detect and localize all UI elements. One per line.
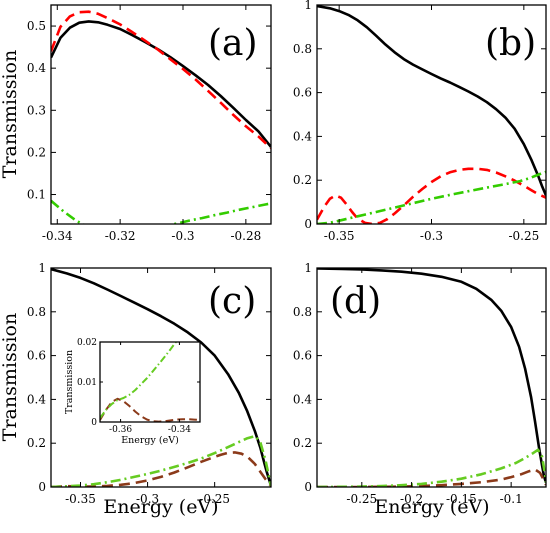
series-line-3 — [317, 448, 546, 487]
panel-label: (b) — [485, 23, 536, 64]
y-tick-label: 0.2 — [27, 145, 46, 159]
x-axis-label: Energy (eV) — [374, 496, 489, 518]
x-tick-label: -0.35 — [324, 229, 355, 243]
panel-a: -0.34 -0.32 -0.3 -0.28 0.1 0.2 0.3 0.4 0.5 (a) Tra… — [0, 4, 272, 243]
x-axis-label: Energy (eV) — [103, 496, 218, 518]
x-tick-label: -0.36 — [109, 425, 132, 435]
series-line-2 — [317, 167, 546, 224]
y-tick-label: 0.4 — [27, 61, 46, 75]
x-tick-label: -0.3 — [420, 229, 443, 243]
series-line-1 — [100, 397, 200, 422]
x-tick-label: -0.32 — [105, 229, 136, 243]
x-tick-label: -0.34 — [42, 229, 73, 243]
x-tick-label: -0.3 — [171, 229, 194, 243]
series-line-1 — [51, 20, 271, 148]
y-tick-label: 0.4 — [293, 129, 312, 143]
series-line-1 — [317, 5, 546, 197]
series-group — [51, 10, 271, 224]
plot-frame — [316, 267, 547, 488]
x-tick-label: -0.25 — [199, 492, 230, 506]
x-tick-label: -0.25 — [508, 229, 539, 243]
y-tick-label: 0.2 — [293, 173, 312, 187]
panel-label: (d) — [330, 281, 381, 322]
x-tick-label: -0.2 — [400, 492, 423, 506]
plot-frame — [50, 267, 272, 488]
y-tick-label: 0 — [38, 480, 46, 494]
y-tick-label: 0.02 — [77, 338, 97, 348]
y-axis-label: Transmission — [64, 350, 75, 414]
y-tick-label: 0.5 — [27, 19, 46, 33]
x-tick-label: -0.34 — [168, 425, 191, 435]
x-tick-label: -0.3 — [136, 492, 159, 506]
y-tick-label: 0.8 — [293, 305, 312, 319]
inset-background — [100, 342, 200, 422]
series-line-2 — [51, 451, 271, 487]
x-tick-label: -0.28 — [230, 229, 261, 243]
x-tick-label: -0.1 — [500, 492, 523, 506]
y-tick-label: 0.8 — [293, 42, 312, 56]
y-tick-label: 1 — [304, 0, 312, 12]
series-line-1 — [51, 268, 271, 487]
x-tick-label: -0.25 — [346, 492, 377, 506]
y-tick-label: 0 — [304, 480, 312, 494]
y-tick-label: 0.4 — [27, 392, 46, 406]
series-line-2 — [51, 10, 271, 150]
x-axis-label: Energy (eV) — [121, 435, 179, 446]
y-tick-label: 0 — [91, 418, 97, 428]
y-tick-label: 1 — [304, 261, 312, 275]
series-line-1 — [317, 268, 546, 483]
y-tick-label: 0.2 — [293, 436, 312, 450]
plot-frame — [50, 4, 272, 225]
series-line-3 — [317, 170, 546, 224]
y-tick-label: 0 — [304, 217, 312, 231]
y-tick-label: 0.6 — [293, 349, 312, 363]
y-tick-label: 0.01 — [77, 378, 97, 388]
panel-c-inset: -0.36 -0.34 0 0.01 0.02 Energy (eV) Transmissi… — [64, 338, 201, 446]
y-tick-label: 0.3 — [27, 103, 46, 117]
x-tick-label: -0.35 — [65, 492, 96, 506]
series-group — [51, 268, 271, 487]
panel-label: (a) — [208, 23, 258, 64]
y-tick-label: 0.2 — [27, 436, 46, 450]
y-axis-label: Transmission — [0, 50, 21, 178]
y-tick-label: 0.8 — [27, 305, 46, 319]
x-tick-label: -0.15 — [446, 492, 477, 506]
y-axis-label: Transmission — [0, 313, 21, 441]
y-tick-label: 0.6 — [27, 349, 46, 363]
series-line-3 — [51, 434, 271, 487]
series-line-3 — [51, 199, 271, 224]
y-tick-label: 1 — [38, 261, 46, 275]
panel-c: -0.35 -0.3 -0.25 0 0.2 0.4 0.6 0.8 1 (c) Energy (e… — [0, 261, 272, 518]
series-line-2 — [100, 342, 178, 419]
y-tick-label: 0.6 — [293, 86, 312, 100]
panel-b: -0.35 -0.3 -0.25 0 0.2 0.4 0.6 0.8 1 (b) — [293, 0, 547, 243]
y-tick-label: 0.1 — [27, 188, 46, 202]
series-group — [100, 342, 200, 422]
panel-d: -0.25 -0.2 -0.15 -0.1 0 0.2 0.4 0.6 0.8 1 (d) Energ… — [293, 261, 547, 518]
panel-label: (c) — [208, 281, 256, 322]
y-tick-label: 0.4 — [293, 392, 312, 406]
series-group — [317, 5, 546, 224]
